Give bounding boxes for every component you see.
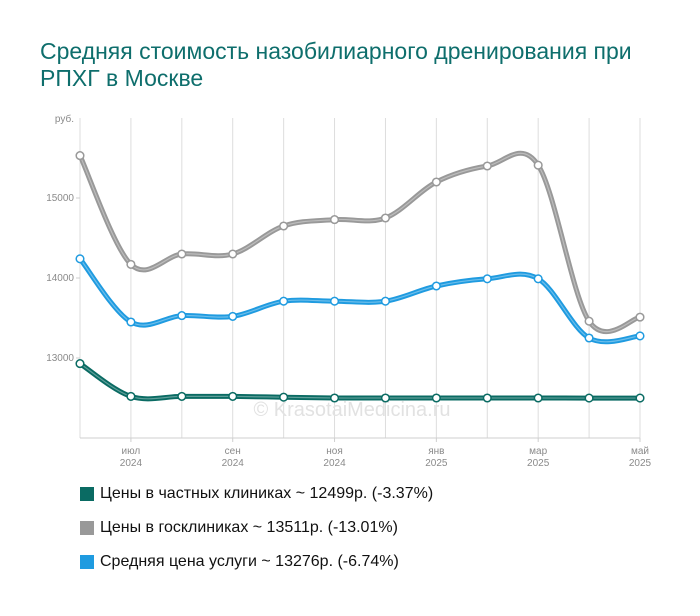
data-point-private — [380, 393, 391, 403]
y-axis-label: руб. — [55, 113, 74, 125]
data-point-average — [533, 274, 543, 284]
x-tick-label-year: 2025 — [629, 458, 652, 469]
x-tick-label-year: 2024 — [120, 458, 143, 469]
x-tick-label-year: 2025 — [527, 458, 550, 469]
legend-label-public: Цены в госклиниках ~ 13511р. (-13.01%) — [100, 519, 398, 536]
chart-title: Средняя стоимость назобилиарного дрениро… — [40, 38, 632, 91]
series-layer — [75, 150, 645, 403]
y-tick-label: 15000 — [46, 193, 74, 204]
data-point-private — [279, 392, 289, 402]
legend-label-average: Средняя цена услуги ~ 13276р. (-6.74%) — [100, 553, 399, 570]
series-line-private — [77, 361, 643, 402]
grid-layer — [79, 118, 641, 439]
y-tick-label: 14000 — [46, 273, 74, 284]
data-point-average — [329, 296, 340, 306]
legend-swatch-private — [80, 487, 94, 501]
data-point-public — [584, 316, 594, 326]
x-tick-label-month: ноя — [326, 446, 343, 457]
x-tick-label-year: 2024 — [222, 458, 245, 469]
legend-swatch-public — [80, 521, 94, 535]
series-line-average — [77, 256, 643, 345]
data-point-public — [380, 213, 391, 223]
data-point-public — [431, 177, 441, 187]
series-line-highlight-average — [79, 258, 641, 343]
legend-item-average[interactable]: Средняя цена услуги ~ 13276р. (-6.74%) — [80, 553, 433, 571]
data-point-public — [75, 151, 85, 161]
data-point-average — [380, 296, 391, 306]
data-point-private — [177, 391, 187, 401]
data-point-private — [635, 393, 645, 403]
data-point-average — [635, 331, 645, 341]
data-point-private — [584, 393, 594, 403]
data-point-average — [228, 311, 238, 321]
data-point-public — [126, 259, 136, 269]
legend-label-private: Цены в частных клиниках ~ 12499р. (-3.37… — [100, 485, 434, 502]
watermark: © KrasotaiMedicina.ru — [253, 399, 450, 421]
data-point-private — [482, 393, 492, 403]
series-line-highlight-private — [79, 363, 641, 400]
data-point-average — [584, 333, 594, 343]
data-point-public — [482, 161, 492, 171]
data-point-public — [228, 249, 238, 259]
data-point-average — [431, 281, 441, 291]
data-point-private — [126, 391, 136, 401]
line-chart: © KrasotaiMedicina.ru 130001400015000руб… — [46, 113, 651, 469]
x-tick-label-month: сен — [225, 446, 241, 457]
data-point-average — [126, 317, 136, 327]
series-line-public — [77, 150, 643, 335]
x-tick-label-month: янв — [428, 446, 444, 457]
x-tick-label-year: 2024 — [323, 458, 346, 469]
data-point-private — [75, 359, 85, 369]
data-point-average — [279, 296, 289, 306]
x-tick-label-month: июл — [122, 446, 141, 457]
legend-item-public[interactable]: Цены в госклиниках ~ 13511р. (-13.01%) — [80, 519, 433, 537]
data-point-public — [177, 249, 187, 259]
data-point-public — [635, 312, 645, 322]
data-point-public — [533, 160, 543, 170]
data-point-private — [431, 393, 441, 403]
x-tick-label-year: 2025 — [425, 458, 448, 469]
legend-item-private[interactable]: Цены в частных клиниках ~ 12499р. (-3.37… — [80, 485, 433, 503]
x-tick-label-month: май — [631, 446, 649, 457]
data-point-average — [482, 274, 492, 284]
data-point-private — [533, 393, 543, 403]
series-line-highlight-public — [79, 152, 641, 333]
data-point-average — [177, 311, 187, 321]
data-point-public — [279, 221, 289, 231]
data-point-average — [75, 254, 85, 264]
data-point-private — [228, 391, 238, 401]
legend-swatch-average — [80, 555, 94, 569]
data-point-public — [329, 215, 340, 225]
y-tick-label: 13000 — [46, 353, 74, 364]
data-point-private — [329, 393, 340, 403]
axis-layer: 130001400015000руб.июл2024сен2024ноя2024… — [46, 113, 651, 469]
legend: Цены в частных клиниках ~ 12499р. (-3.37… — [80, 485, 433, 587]
x-tick-label-month: мар — [529, 446, 547, 457]
